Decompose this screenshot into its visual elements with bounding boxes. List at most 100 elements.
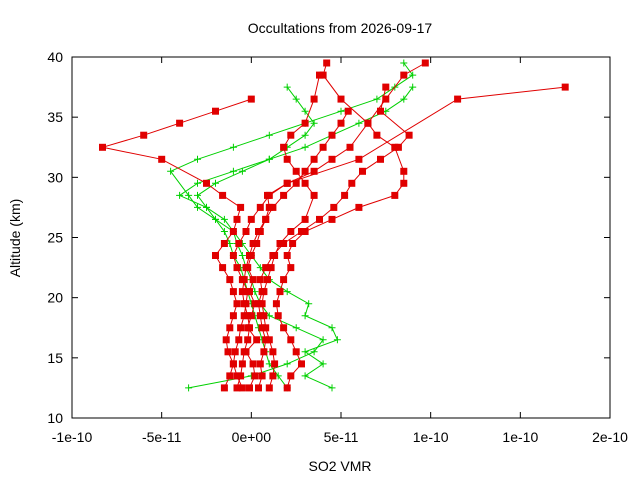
data-point xyxy=(235,240,243,247)
x-tick-label: 1e-10 xyxy=(502,429,538,445)
data-point xyxy=(194,155,201,163)
data-point xyxy=(265,384,273,392)
data-point xyxy=(337,95,345,103)
data-point xyxy=(229,167,237,175)
data-point xyxy=(226,372,234,380)
data-point xyxy=(310,348,318,356)
data-point xyxy=(400,167,408,175)
data-point xyxy=(246,252,253,259)
series-red-5 xyxy=(255,83,413,392)
data-point xyxy=(328,155,336,163)
series-red-4 xyxy=(258,71,323,392)
data-point xyxy=(287,264,295,272)
data-point xyxy=(319,143,327,151)
y-tick-label: 30 xyxy=(47,169,63,185)
data-point xyxy=(238,360,246,368)
data-point xyxy=(194,179,201,187)
data-point xyxy=(377,155,384,163)
data-point xyxy=(305,300,313,308)
data-point xyxy=(258,288,266,296)
series-red-2 xyxy=(272,59,408,392)
data-point xyxy=(229,252,237,259)
data-point xyxy=(246,384,253,392)
data-point xyxy=(283,252,291,259)
data-point xyxy=(269,348,277,356)
data-point xyxy=(233,264,241,272)
series-green-9 xyxy=(194,83,318,392)
data-point xyxy=(319,336,327,344)
x-tick-label: -5e-11 xyxy=(142,429,182,445)
data-point xyxy=(405,131,413,139)
data-point xyxy=(280,276,288,284)
data-point xyxy=(328,384,336,392)
data-point xyxy=(301,215,309,223)
data-point xyxy=(283,360,291,368)
data-point xyxy=(377,107,384,115)
y-tick-label: 15 xyxy=(47,350,63,366)
data-point xyxy=(454,95,462,103)
data-point xyxy=(269,252,277,259)
data-point xyxy=(409,71,417,79)
y-tick-label: 20 xyxy=(47,290,63,306)
series-red-0 xyxy=(242,83,569,392)
data-point xyxy=(237,324,245,332)
data-point xyxy=(337,107,345,115)
data-point xyxy=(212,252,219,259)
data-point xyxy=(355,119,363,127)
data-point xyxy=(373,131,381,139)
data-point xyxy=(292,348,300,356)
data-point xyxy=(310,191,318,199)
data-point xyxy=(337,119,345,127)
data-point xyxy=(229,143,237,151)
data-point xyxy=(220,215,228,223)
chart-title: Occultations from 2026-09-17 xyxy=(248,20,433,36)
data-point xyxy=(256,276,264,284)
data-point xyxy=(256,360,264,368)
data-point xyxy=(253,240,261,247)
data-point xyxy=(140,131,148,139)
data-point xyxy=(233,372,241,380)
data-point xyxy=(276,288,284,296)
data-point xyxy=(301,167,309,175)
data-point xyxy=(226,324,234,332)
y-tick-label: 10 xyxy=(47,410,63,426)
data-point xyxy=(561,83,569,91)
data-point xyxy=(319,71,327,79)
data-point xyxy=(298,228,305,235)
data-point xyxy=(240,276,248,284)
data-point xyxy=(222,336,230,344)
data-point xyxy=(274,312,282,320)
data-point xyxy=(229,312,237,320)
data-point xyxy=(316,215,323,223)
data-point xyxy=(280,143,288,151)
data-point xyxy=(287,228,295,235)
data-point xyxy=(238,252,246,259)
data-point xyxy=(233,215,241,223)
data-point xyxy=(382,95,390,103)
data-point xyxy=(409,83,417,91)
data-point xyxy=(258,324,266,332)
data-point xyxy=(269,203,277,211)
data-point xyxy=(382,83,390,91)
data-point xyxy=(265,155,273,163)
data-point xyxy=(272,300,280,308)
data-point xyxy=(391,143,399,151)
data-point xyxy=(310,155,318,163)
data-point xyxy=(283,179,291,187)
y-tick-label: 25 xyxy=(47,230,63,246)
data-point xyxy=(240,348,248,356)
x-tick-label: 1e-10 xyxy=(413,429,449,445)
x-tick-label: 2e-10 xyxy=(592,429,628,445)
data-point xyxy=(235,336,243,344)
data-point xyxy=(255,228,262,235)
data-point xyxy=(212,179,219,187)
y-tick-label: 40 xyxy=(47,49,63,65)
data-point xyxy=(346,143,354,151)
x-tick-label: 0e+00 xyxy=(232,429,272,445)
data-point xyxy=(341,191,349,199)
data-point xyxy=(256,203,264,211)
data-point xyxy=(255,300,262,308)
data-point xyxy=(212,107,219,115)
data-point xyxy=(262,264,270,272)
data-point xyxy=(256,312,264,320)
